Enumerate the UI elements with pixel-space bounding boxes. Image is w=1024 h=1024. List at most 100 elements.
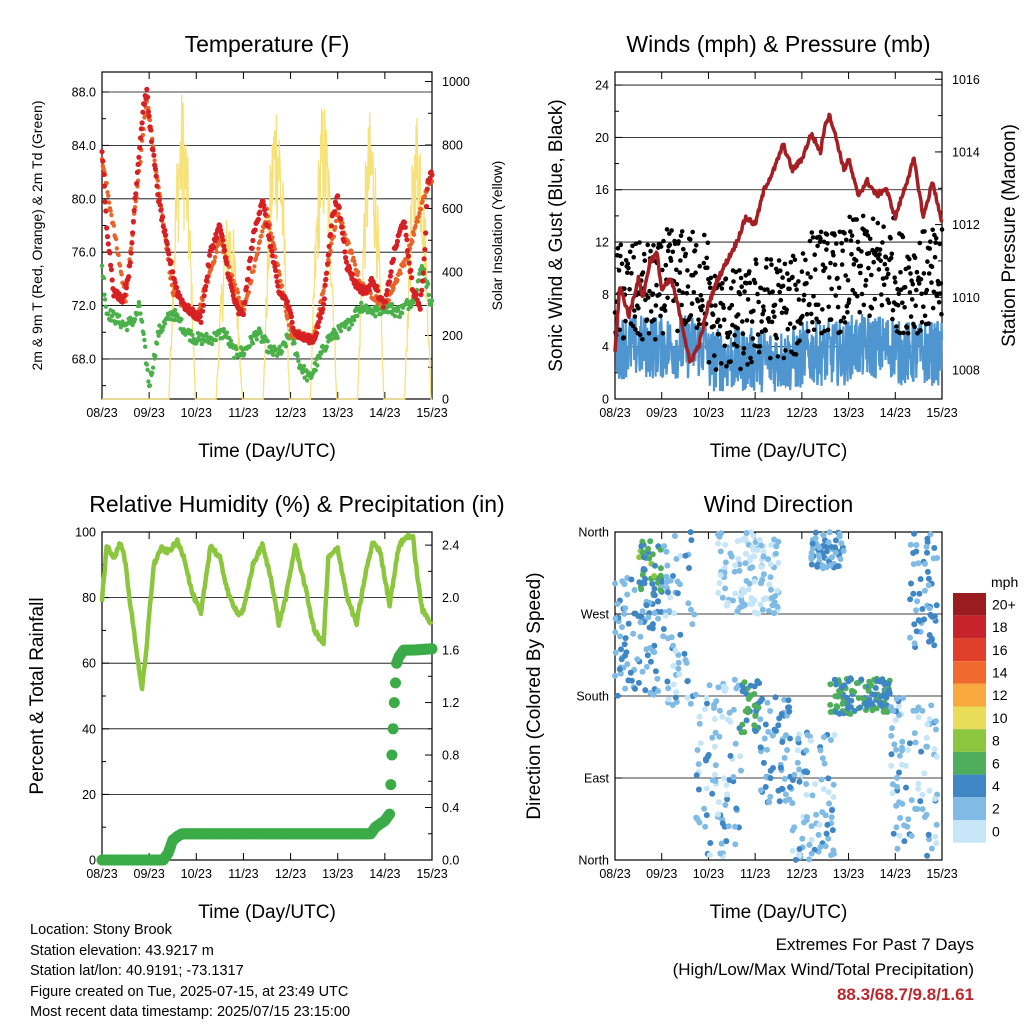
direction-point [923, 543, 930, 550]
direction-point [833, 708, 839, 715]
temp-2m-point [214, 235, 220, 241]
gust-point [879, 292, 884, 297]
direction-point [624, 591, 631, 598]
gust-point [662, 303, 667, 308]
temp-2m-point [273, 273, 279, 279]
y2-tick-label: 0.4 [442, 801, 459, 815]
direction-point [902, 762, 909, 769]
direction-point [632, 685, 638, 692]
direction-point [932, 833, 939, 840]
direction-point [843, 694, 850, 701]
direction-point [717, 572, 724, 579]
direction-point [806, 841, 813, 848]
direction-point [901, 838, 908, 845]
gust-point [829, 286, 834, 292]
temp-2m-point [247, 255, 254, 261]
dewpoint-point [277, 344, 282, 349]
colorbar-label: 4 [992, 778, 1000, 794]
direction-point [933, 821, 940, 828]
temp-2m-point [315, 324, 321, 330]
temp-2m-point [155, 192, 161, 198]
direction-point [749, 564, 756, 571]
temp-2m-point [129, 240, 135, 246]
direction-point [836, 531, 843, 537]
temp-9m-point [413, 223, 418, 229]
direction-point [696, 720, 703, 727]
direction-point [709, 777, 716, 784]
temp-2m-point [328, 231, 334, 238]
x-tick-label: 08/23 [86, 406, 117, 420]
direction-point [911, 730, 918, 737]
temp-9m-point [108, 208, 113, 213]
direction-point [734, 608, 741, 615]
gust-point [738, 275, 744, 281]
gust-point [870, 216, 876, 222]
temp-2m-point [261, 202, 267, 208]
direction-point [890, 830, 897, 837]
direction-point [676, 671, 683, 678]
direction-point [865, 687, 872, 694]
direction-point [889, 725, 895, 732]
temp-2m-point [346, 265, 353, 272]
gust-point [632, 308, 637, 313]
direction-point [725, 823, 732, 830]
direction-point [907, 596, 914, 603]
gust-point [913, 303, 918, 309]
gust-point [838, 329, 843, 335]
direction-point [838, 540, 845, 547]
direction-point [767, 793, 774, 800]
gust-point [816, 319, 822, 325]
direction-point [893, 824, 900, 831]
gust-point [761, 308, 767, 313]
direction-point [741, 679, 748, 686]
direction-point [906, 740, 913, 747]
direction-point [918, 748, 925, 755]
temp-9m-point [128, 246, 134, 251]
temp-2m-point [387, 273, 393, 279]
direction-point [716, 707, 723, 714]
gust-point [716, 317, 721, 323]
gust-point [618, 242, 624, 248]
gust-point [719, 286, 725, 291]
temp-9m-point [279, 283, 285, 288]
temp-2m-point [136, 154, 142, 160]
temp-9m-point [146, 106, 151, 111]
temp-2m-point [127, 260, 133, 266]
temp-2m-point [249, 245, 255, 251]
temp-2m-point [423, 203, 430, 210]
temp-2m-point [324, 261, 331, 267]
gust-point [882, 261, 888, 267]
gust-point [839, 262, 845, 267]
gust-point [877, 247, 883, 252]
gust-point [825, 327, 831, 333]
gust-point [859, 291, 865, 297]
gust-point [822, 265, 828, 271]
direction-point [827, 681, 834, 688]
gust-point [820, 262, 826, 268]
direction-point [743, 717, 750, 724]
gust-point [770, 289, 775, 295]
gust-point [860, 213, 866, 219]
y-axis-label: Sonic Wind & Gust (Blue, Black) [546, 99, 567, 371]
temp-2m-point [383, 292, 389, 298]
direction-point [816, 544, 823, 551]
temp-9m-point [336, 211, 341, 217]
direction-point [647, 538, 654, 545]
direction-point [775, 787, 782, 794]
temp-2m-point [207, 252, 213, 258]
dewpoint-point [247, 344, 252, 349]
direction-point [889, 790, 896, 797]
direction-point [822, 843, 829, 850]
gust-point [938, 281, 944, 286]
direction-point [907, 634, 913, 641]
dewpoint-point [199, 341, 204, 347]
gust-point [897, 330, 903, 336]
direction-point [827, 562, 834, 569]
temp-2m-point [402, 224, 408, 230]
gust-point [770, 309, 776, 315]
colorbar-label: 8 [992, 733, 1000, 749]
direction-point [931, 642, 938, 649]
y2-tick-label: 600 [442, 202, 463, 216]
direction-point [689, 621, 696, 628]
temp-2m-point [429, 172, 435, 178]
